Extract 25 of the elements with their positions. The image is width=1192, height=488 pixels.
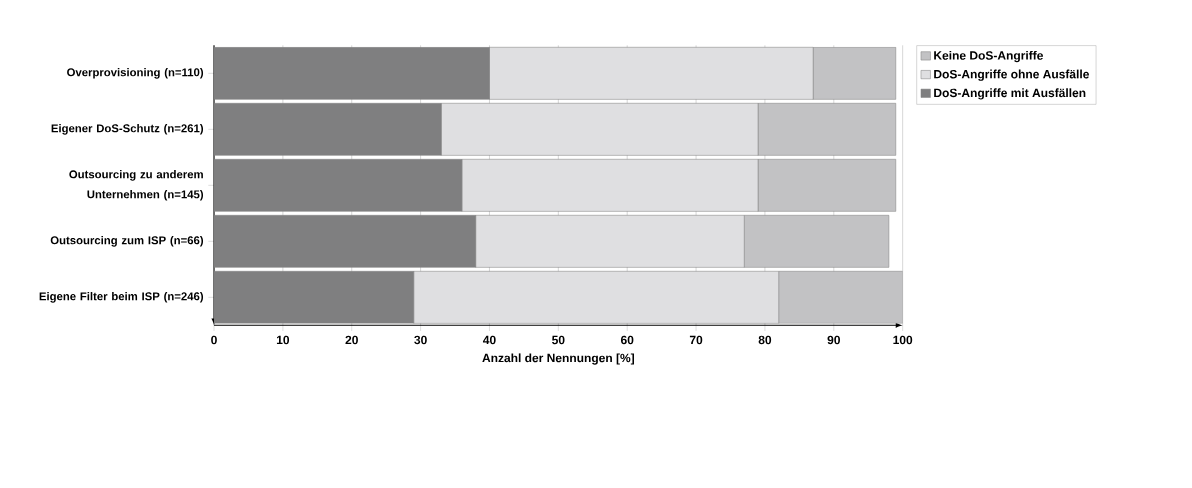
x-axis-title: Anzahl der Nennungen [%] (482, 353, 634, 365)
legend-label: Keine DoS-Angriffe (934, 50, 1043, 63)
y-tick-label: Eigene Filter beim ISP (n=246) (39, 292, 204, 303)
bar (757, 103, 897, 156)
y-tick-label: Overprovisioning (n=110) (67, 68, 204, 79)
bar (744, 215, 890, 268)
bar (778, 271, 903, 324)
x-tick-label: 70 (689, 335, 703, 345)
y-tick-label: Outsourcing zu anderem Unternehmen (n=145) (69, 170, 204, 201)
x-tick-label: 60 (620, 335, 634, 345)
x-tick-label: 90 (827, 335, 840, 345)
x-tick-label: 50 (552, 335, 565, 345)
y-tick-label: Outsourcing zum ISP (n=66) (50, 236, 204, 247)
bar (757, 159, 897, 212)
bar (812, 47, 897, 100)
x-tick-label: 80 (758, 335, 772, 345)
x-tick-label: 40 (482, 335, 496, 345)
legend-label: DoS-Angriffe ohne Ausfälle (934, 69, 1089, 81)
x-tick-label: 0 (211, 335, 217, 345)
x-tick-label: 30 (414, 335, 427, 345)
x-tick-label: 100 (893, 335, 913, 345)
y-tick-label: Eigener DoS-Schutz (n=261) (51, 124, 204, 135)
x-tick-label: 20 (345, 335, 358, 345)
legend-label: DoS-Angriffe mit Ausfällen (934, 88, 1086, 100)
x-tick-label: 10 (276, 335, 290, 345)
